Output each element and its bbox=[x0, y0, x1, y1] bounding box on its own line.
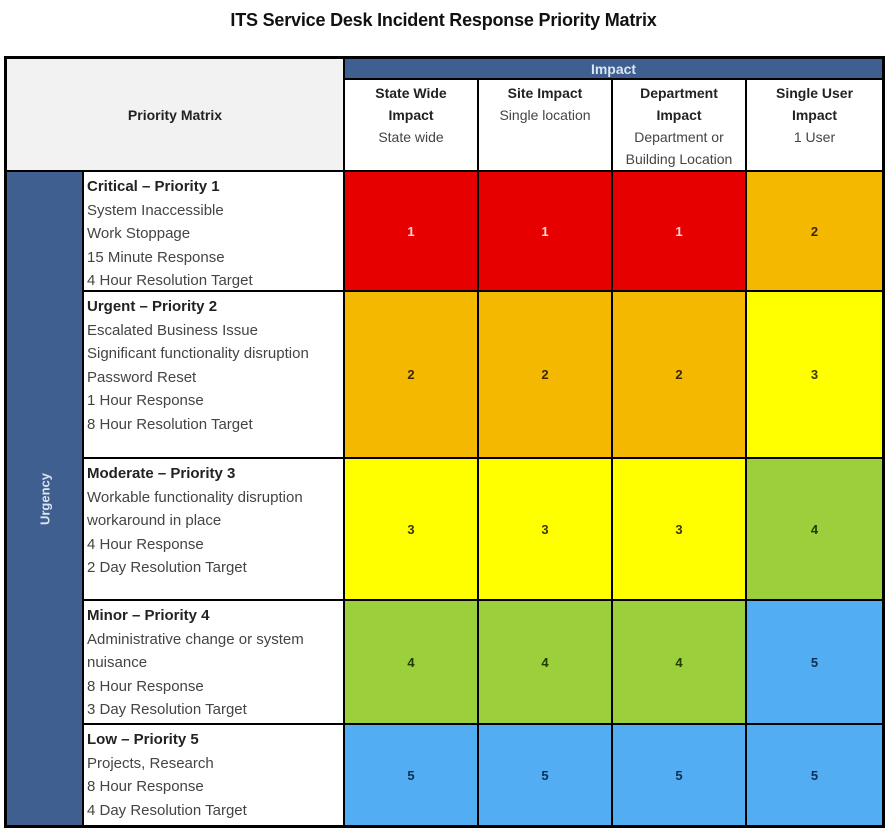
row-item: Password Reset bbox=[87, 368, 197, 386]
row-item: 4 Day Resolution Target bbox=[87, 801, 247, 819]
column-heading: Department bbox=[640, 85, 718, 101]
row-item: 15 Minute Response bbox=[87, 248, 225, 266]
row-item: workaround in place bbox=[87, 512, 222, 529]
column-description: Building Location bbox=[625, 151, 733, 167]
priority-cell: 3 bbox=[479, 459, 613, 601]
row-label-critical: Critical – Priority 1 System Inaccessibl… bbox=[84, 172, 345, 292]
row-item: Escalated Business Issue bbox=[87, 321, 258, 339]
priority-cell: 1 bbox=[479, 172, 613, 292]
column-description: Single location bbox=[499, 107, 591, 123]
priority-cell: 2 bbox=[479, 292, 613, 459]
row-heading: Minor – Priority 4 bbox=[87, 607, 210, 624]
priority-cell: 1 bbox=[345, 172, 479, 292]
column-heading: Single User bbox=[775, 85, 854, 101]
row-item: Significant functionality disruption bbox=[87, 345, 309, 362]
row-item: 4 Hour Response bbox=[87, 535, 204, 553]
priority-cell: 5 bbox=[747, 601, 882, 725]
column-heading: Impact bbox=[656, 107, 702, 123]
row-item: 4 Hour Resolution Target bbox=[87, 272, 253, 289]
column-heading: Site Impact bbox=[507, 85, 583, 101]
column-description: Department or bbox=[634, 129, 724, 145]
priority-cell: 4 bbox=[345, 601, 479, 725]
row-item: Projects, Research bbox=[87, 754, 214, 772]
priority-cell: 3 bbox=[345, 459, 479, 601]
priority-cell: 2 bbox=[613, 292, 747, 459]
row-label-moderate: Moderate – Priority 3 Workable functiona… bbox=[84, 459, 345, 601]
priority-cell: 5 bbox=[345, 725, 479, 825]
priority-cell: 3 bbox=[747, 292, 882, 459]
row-label-low: Low – Priority 5 Projects, Research 8 Ho… bbox=[84, 725, 345, 825]
priority-cell: 4 bbox=[747, 459, 882, 601]
column-heading: Impact bbox=[791, 107, 838, 123]
row-heading: Urgent – Priority 2 bbox=[87, 298, 218, 315]
column-header-state-wide: State Wide Impact State wide bbox=[345, 80, 479, 172]
column-description: State wide bbox=[378, 129, 444, 145]
priority-cell: 2 bbox=[345, 292, 479, 459]
row-item: System Inaccessible bbox=[87, 201, 224, 219]
row-heading: Low – Priority 5 bbox=[87, 731, 199, 748]
priority-cell: 3 bbox=[613, 459, 747, 601]
row-label-urgent: Urgent – Priority 2 Escalated Business I… bbox=[84, 292, 345, 459]
priority-matrix-table: Priority Matrix Impact State Wide Impact… bbox=[4, 56, 885, 828]
priority-cell: 4 bbox=[613, 601, 747, 725]
column-header-single-user: Single User Impact 1 User bbox=[747, 80, 882, 172]
priority-cell: 2 bbox=[747, 172, 882, 292]
row-item: 8 Hour Response bbox=[87, 677, 204, 695]
column-header-department: Department Impact Department or Building… bbox=[613, 80, 747, 172]
row-item: Administrative change or system bbox=[87, 630, 304, 648]
page-title: ITS Service Desk Incident Response Prior… bbox=[230, 10, 657, 30]
column-header-site: Site Impact Single location bbox=[479, 80, 613, 172]
row-item: 3 Day Resolution Target bbox=[87, 701, 247, 718]
row-item: 8 Hour Resolution Target bbox=[87, 415, 253, 433]
row-item: Workable functionality disruption bbox=[87, 488, 303, 506]
priority-cell: 5 bbox=[479, 725, 613, 825]
column-description: 1 User bbox=[793, 129, 836, 145]
row-heading: Critical – Priority 1 bbox=[87, 178, 220, 195]
priority-cell: 4 bbox=[479, 601, 613, 725]
priority-cell: 1 bbox=[613, 172, 747, 292]
row-item: 8 Hour Response bbox=[87, 778, 204, 795]
corner-header: Priority Matrix bbox=[7, 59, 345, 172]
priority-cell: 5 bbox=[747, 725, 882, 825]
column-heading: State Wide bbox=[375, 85, 447, 101]
urgency-axis: Urgency bbox=[7, 172, 84, 825]
row-item: 1 Hour Response bbox=[87, 392, 204, 409]
column-heading: Impact bbox=[388, 107, 434, 123]
row-item: 2 Day Resolution Target bbox=[87, 559, 247, 576]
priority-cell: 5 bbox=[613, 725, 747, 825]
impact-header: Impact bbox=[345, 59, 882, 80]
row-item: nuisance bbox=[87, 654, 148, 671]
row-item: Work Stoppage bbox=[87, 225, 191, 242]
urgency-label: Urgency bbox=[37, 472, 52, 525]
row-label-minor: Minor – Priority 4 Administrative change… bbox=[84, 601, 345, 725]
row-heading: Moderate – Priority 3 bbox=[87, 465, 236, 482]
